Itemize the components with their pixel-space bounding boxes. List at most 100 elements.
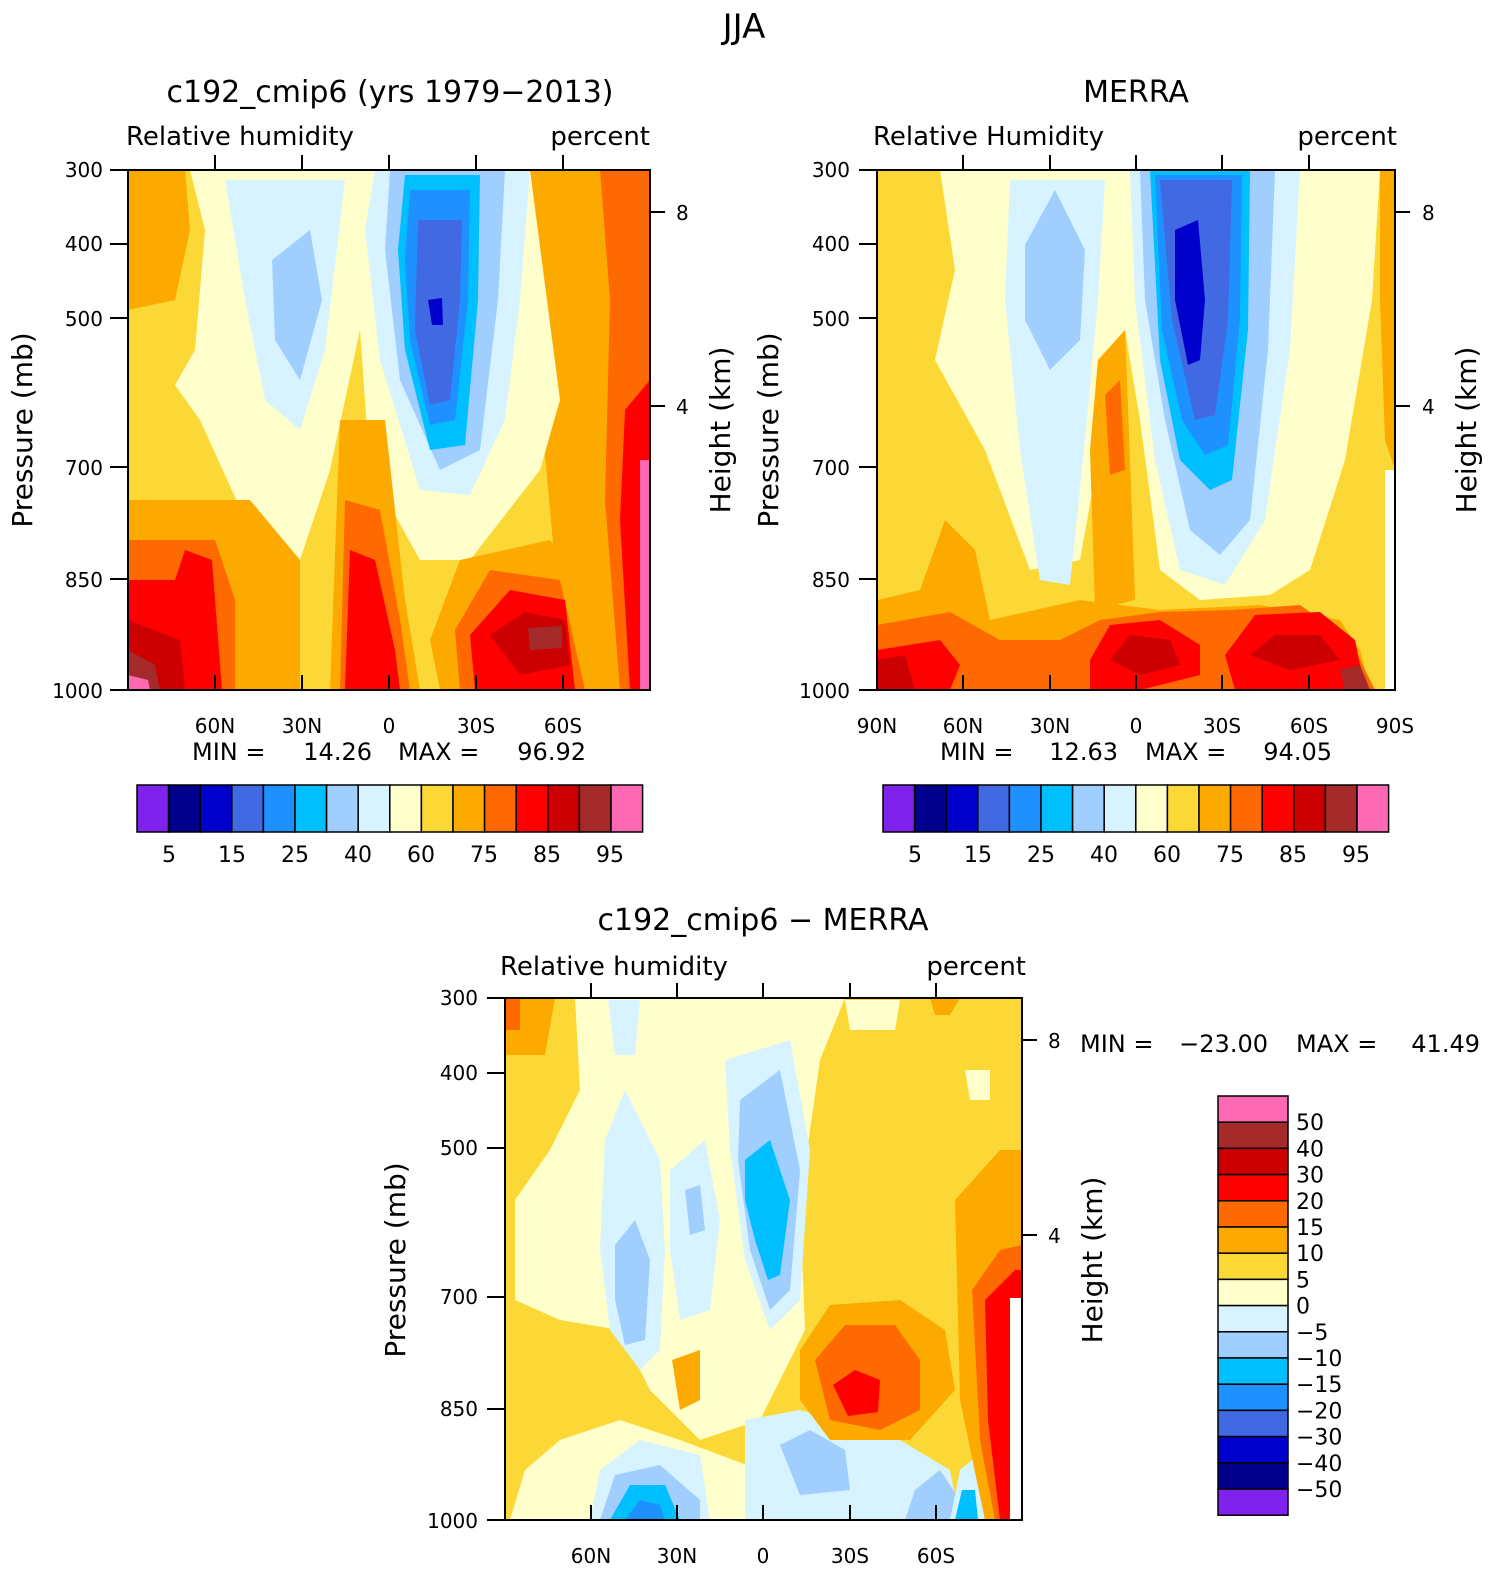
panel-diff-ytick: 500 xyxy=(440,1136,478,1160)
colorbar-swatch xyxy=(294,784,328,833)
panel-model-y-axis: 300 400 500 700 850 1000 Pressure (mb) xyxy=(6,158,128,703)
panel-diff-max-label: MAX = xyxy=(1296,1030,1377,1058)
panel-merra-ytick: 500 xyxy=(812,307,850,331)
panel-merra-ytick: 700 xyxy=(812,456,850,480)
colorbar-label: 60 xyxy=(407,843,435,868)
panel-diff-xtick: 60S xyxy=(917,1544,955,1568)
colorbar-label: 15 xyxy=(964,843,992,868)
panel-diff-xtick: 60N xyxy=(571,1544,611,1568)
panel-diff-y2tick: 4 xyxy=(1048,1224,1061,1248)
panel-model-min-label: MIN = xyxy=(192,738,265,766)
panel-merra-xtick: 0 xyxy=(1130,714,1143,738)
panel-diff-max-value: 41.49 xyxy=(1411,1030,1480,1058)
panel-diff-ytick: 400 xyxy=(440,1061,478,1085)
panel-diff-y2label: Height (km) xyxy=(1076,1177,1109,1344)
panel-model-ytick: 400 xyxy=(65,232,103,256)
panel-diff-left-label: Relative humidity xyxy=(500,952,728,982)
colorbar-swatch xyxy=(1217,1357,1289,1385)
colorbar-swatch xyxy=(1324,784,1358,833)
colorbar-swatch xyxy=(1008,784,1042,833)
colorbar-swatch xyxy=(1217,1095,1289,1123)
panel-merra-ytick: 850 xyxy=(812,568,850,592)
panel-diff-ylabel: Pressure (mb) xyxy=(379,1162,412,1357)
panel-merra-ylabel: Pressure (mb) xyxy=(752,332,785,527)
panel-merra-left-label: Relative Humidity xyxy=(873,122,1104,152)
panel-merra-xtick: 90S xyxy=(1376,714,1414,738)
panel-diff-contour-field xyxy=(505,998,1022,1520)
panel-diff-y2tick: 8 xyxy=(1048,1029,1061,1053)
colorbar-swatch xyxy=(1217,1488,1289,1516)
panel-model-contour-field xyxy=(128,170,650,690)
panel-model-colorbar xyxy=(136,784,644,833)
panel-model-min-value: 14.26 xyxy=(303,738,372,766)
colorbar-label: 75 xyxy=(1216,843,1244,868)
colorbar-swatch xyxy=(547,784,581,833)
panel-merra-right-label: percent xyxy=(1297,122,1397,152)
colorbar-swatch xyxy=(578,784,612,833)
colorbar-swatch xyxy=(1071,784,1105,833)
panel-diff-colorbar xyxy=(1217,1095,1289,1516)
colorbar-swatch xyxy=(515,784,549,833)
panel-model-ytick: 300 xyxy=(65,158,103,182)
colorbar-swatch xyxy=(389,784,423,833)
colorbar-swatch xyxy=(610,784,644,833)
colorbar-label: 15 xyxy=(218,843,246,868)
panel-merra-y-axis: 300 400 500 700 850 1000 Pressure (mb) xyxy=(752,158,877,703)
colorbar-swatch xyxy=(1103,784,1137,833)
colorbar-swatch xyxy=(1198,784,1232,833)
panel-model-y2tick: 4 xyxy=(676,395,689,419)
colorbar-label: 25 xyxy=(1027,843,1055,868)
colorbar-swatch xyxy=(1217,1331,1289,1359)
panel-model-right-label: percent xyxy=(550,122,650,152)
panel-merra-max-label: MAX = xyxy=(1145,738,1226,766)
panel-model: c192_cmip6 (yrs 1979−2013) Relative humi… xyxy=(6,75,737,868)
colorbar-label: 40 xyxy=(1090,843,1118,868)
colorbar-label: 85 xyxy=(1279,843,1307,868)
panel-model-ylabel: Pressure (mb) xyxy=(6,332,39,527)
panel-model-left-label: Relative humidity xyxy=(126,122,354,152)
panel-diff-ytick: 300 xyxy=(440,986,478,1010)
colorbar-swatch xyxy=(1135,784,1169,833)
colorbar-label: 5 xyxy=(162,843,176,868)
panel-merra-contour-field xyxy=(877,170,1395,690)
colorbar-label: 95 xyxy=(1342,843,1370,868)
colorbar-swatch xyxy=(1166,784,1200,833)
panel-merra-min-value: 12.63 xyxy=(1049,738,1118,766)
colorbar-label: −10 xyxy=(1296,1347,1342,1372)
panel-model-max-value: 96.92 xyxy=(517,738,586,766)
colorbar-swatch xyxy=(262,784,296,833)
panel-merra-y2tick: 4 xyxy=(1422,395,1435,419)
panel-model-title: c192_cmip6 (yrs 1979−2013) xyxy=(167,75,614,110)
colorbar-label: −50 xyxy=(1296,1478,1342,1503)
panel-diff-right-label: percent xyxy=(926,952,1026,982)
panel-merra-y2label: Height (km) xyxy=(1450,347,1483,514)
colorbar-label: 10 xyxy=(1296,1242,1324,1267)
panel-model-x-axis: 60N 30N 0 30S 60S xyxy=(195,155,582,738)
colorbar-swatch xyxy=(452,784,486,833)
panel-diff-ytick: 850 xyxy=(440,1397,478,1421)
colorbar-swatch xyxy=(1217,1200,1289,1228)
panel-merra-xtick: 30S xyxy=(1203,714,1241,738)
panel-diff-min-label: MIN = xyxy=(1080,1030,1153,1058)
panel-diff-xtick: 30N xyxy=(657,1544,697,1568)
panel-merra-xtick: 30N xyxy=(1030,714,1070,738)
colorbar-swatch xyxy=(1293,784,1327,833)
panel-model-y2tick: 8 xyxy=(676,201,689,225)
panel-model-ytick: 500 xyxy=(65,307,103,331)
panel-model-ytick: 850 xyxy=(65,568,103,592)
panel-model-y2-axis: 8 4 Height (km) xyxy=(650,201,737,513)
panel-diff-xtick: 0 xyxy=(757,1544,770,1568)
colorbar-label: 5 xyxy=(1296,1268,1310,1293)
panel-merra-ytick: 300 xyxy=(812,158,850,182)
panel-diff-min-value: −23.00 xyxy=(1179,1030,1268,1058)
colorbar-swatch xyxy=(357,784,391,833)
colorbar-swatch xyxy=(1229,784,1263,833)
page-title: JJA xyxy=(721,7,766,47)
colorbar-swatch xyxy=(1217,1121,1289,1150)
colorbar-swatch xyxy=(1217,1383,1289,1412)
colorbar-swatch xyxy=(136,784,170,833)
panel-model-xtick: 60N xyxy=(195,714,235,738)
panel-merra-title: MERRA xyxy=(1083,75,1189,110)
panel-merra-colorbar-labels: 5 15 25 40 60 75 85 95 xyxy=(908,843,1370,868)
colorbar-swatch xyxy=(325,784,359,833)
